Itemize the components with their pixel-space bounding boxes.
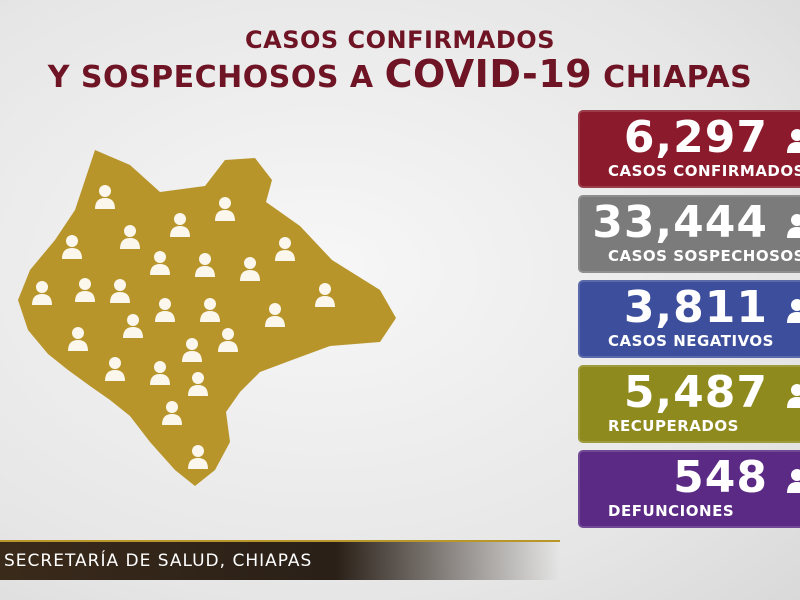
icon-head xyxy=(791,469,800,481)
stat-label: RECUPERADOS xyxy=(608,417,739,435)
stat-icon xyxy=(787,214,800,238)
footer: SECRETARÍA DE SALUD, CHIAPAS xyxy=(0,540,560,580)
icon-head xyxy=(279,237,291,249)
stat-label: CASOS CONFIRMADOS xyxy=(608,162,800,180)
stat-value: 6,297 xyxy=(623,112,768,163)
icon-head xyxy=(127,314,139,326)
icon-body xyxy=(162,414,182,425)
icon-body xyxy=(265,316,285,327)
icon-head xyxy=(124,225,136,237)
icon-body xyxy=(275,250,295,261)
stat-icon xyxy=(787,384,800,408)
icon-body xyxy=(75,291,95,302)
icon-body xyxy=(68,340,88,351)
icon-body xyxy=(195,266,215,277)
icon-body xyxy=(120,238,140,249)
icon-head xyxy=(199,253,211,265)
icon-head xyxy=(166,401,178,413)
stat-card: 6,297 CASOS CONFIRMADOS xyxy=(578,110,800,188)
stat-value: 548 xyxy=(673,452,768,503)
stat-label: CASOS NEGATIVOS xyxy=(608,332,774,350)
icon-head xyxy=(114,279,126,291)
icon-body xyxy=(170,226,190,237)
icon-body xyxy=(110,292,130,303)
stat-card: 5,487 RECUPERADOS xyxy=(578,365,800,443)
icon-head xyxy=(186,338,198,350)
icon-head xyxy=(79,278,91,290)
icon-body xyxy=(182,351,202,362)
source: SECRETARÍA DE SALUD, CHIAPAS xyxy=(4,551,313,571)
icon-head xyxy=(109,357,121,369)
icon-head xyxy=(36,281,48,293)
icon-head xyxy=(204,298,216,310)
icon-head xyxy=(791,384,800,396)
icon-body xyxy=(150,264,170,275)
stat-card: 548 DEFUNCIONES xyxy=(578,450,800,528)
icon-body xyxy=(105,370,125,381)
icon-head xyxy=(174,213,186,225)
title-line-2: Y SOSPECHOSOS A COVID-19 CHIAPAS xyxy=(0,52,800,96)
icon-body xyxy=(315,296,335,307)
icon-head xyxy=(791,129,800,141)
stat-value: 33,444 xyxy=(592,197,768,248)
state-map xyxy=(18,150,396,486)
stat-label: CASOS SOSPECHOSOS xyxy=(608,247,800,265)
stat-value: 3,811 xyxy=(623,282,768,333)
icon-head xyxy=(72,327,84,339)
icon-head xyxy=(159,298,171,310)
icon-head xyxy=(269,303,281,315)
person-icons xyxy=(32,185,335,469)
stat-value: 5,487 xyxy=(623,367,768,418)
icon-head xyxy=(319,283,331,295)
title-line-1: CASOS CONFIRMADOS xyxy=(245,26,555,54)
icon-head xyxy=(791,214,800,226)
stat-card: 33,444 CASOS SOSPECHOSOS xyxy=(578,195,800,273)
title-text: CHIAPAS xyxy=(603,60,753,95)
icon-head xyxy=(219,197,231,209)
icon-body xyxy=(787,482,800,493)
stat-icon xyxy=(787,129,800,153)
icon-head xyxy=(192,445,204,457)
icon-body xyxy=(787,142,800,153)
icon-body xyxy=(215,210,235,221)
title-highlight: COVID-19 xyxy=(384,52,593,96)
icon-body xyxy=(240,270,260,281)
icon-body xyxy=(95,198,115,209)
icon-head xyxy=(791,299,800,311)
icon-body xyxy=(787,397,800,408)
stat-icon xyxy=(787,469,800,493)
icon-body xyxy=(787,312,800,323)
icon-head xyxy=(154,251,166,263)
stat-icon xyxy=(787,299,800,323)
icon-head xyxy=(66,235,78,247)
icon-body xyxy=(200,311,220,322)
icon-body xyxy=(32,294,52,305)
icon-body xyxy=(218,341,238,352)
icon-body xyxy=(787,227,800,238)
icon-head xyxy=(99,185,111,197)
icon-head xyxy=(244,257,256,269)
icon-head xyxy=(192,372,204,384)
icon-head xyxy=(154,361,166,373)
stat-label: DEFUNCIONES xyxy=(608,502,735,520)
icon-body xyxy=(62,248,82,259)
icon-body xyxy=(188,385,208,396)
icon-body xyxy=(155,311,175,322)
icon-body xyxy=(123,327,143,338)
title-text: Y SOSPECHOSOS A xyxy=(47,60,374,95)
icon-body xyxy=(188,458,208,469)
icon-head xyxy=(222,328,234,340)
stat-card: 3,811 CASOS NEGATIVOS xyxy=(578,280,800,358)
icon-body xyxy=(150,374,170,385)
